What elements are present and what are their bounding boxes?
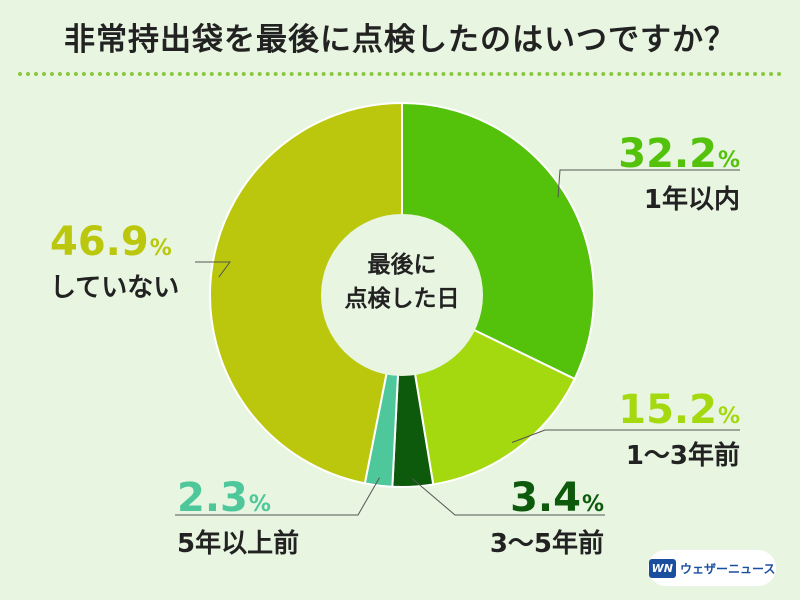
slice-category-shiteinai: していない xyxy=(50,273,180,303)
slice-value-5nen-ijou-mae: 2.3% xyxy=(177,475,271,521)
weathernews-logo-text: ウェザーニュース xyxy=(679,561,776,576)
center-label-line-1: 最後に xyxy=(367,252,437,278)
slice-label-1nen-inai: 32.2% 1年以内 xyxy=(618,134,740,215)
slice-label-1-3nen-mae: 15.2% 1〜3年前 xyxy=(618,390,740,471)
pie-slice-4 xyxy=(209,101,403,485)
leader-line-1 xyxy=(511,429,740,443)
slice-category-3-5nen-mae: 3〜5年前 xyxy=(489,529,604,559)
center-label-line-2: 点検した日 xyxy=(344,286,460,312)
chart-title: 非常持出袋を最後に点検したのはいつですか？ xyxy=(64,22,736,58)
dotted-divider xyxy=(18,72,782,76)
center-label: 最後に 点検した日 xyxy=(330,248,474,316)
leader-line-0 xyxy=(557,169,740,198)
slice-category-1-3nen-mae: 1〜3年前 xyxy=(625,441,740,471)
leader-line-3 xyxy=(175,477,380,516)
donut-hole xyxy=(321,214,483,376)
weathernews-logo-mark: WN xyxy=(648,558,676,578)
slice-label-5nen-ijou-mae: 2.3% 5年以上前 xyxy=(177,478,299,559)
slice-value-3-5nen-mae: 3.4% xyxy=(510,475,604,521)
leader-line-2 xyxy=(412,478,605,516)
slice-label-3-5nen-mae: 3.4% 3〜5年前 xyxy=(490,478,604,559)
leader-line-4 xyxy=(195,261,231,278)
slice-category-5nen-ijou-mae: 5年以上前 xyxy=(177,529,300,559)
slice-label-shiteinai: 46.9% していない xyxy=(50,222,179,303)
slice-value-shiteinai: 46.9% xyxy=(50,219,172,265)
slice-value-1nen-inai: 32.2% xyxy=(618,131,740,177)
slice-category-1nen-inai: 1年以内 xyxy=(643,185,740,215)
slice-value-1-3nen-mae: 15.2% xyxy=(618,387,740,433)
weathernews-logo: WN ウェザーニュース xyxy=(648,550,776,586)
